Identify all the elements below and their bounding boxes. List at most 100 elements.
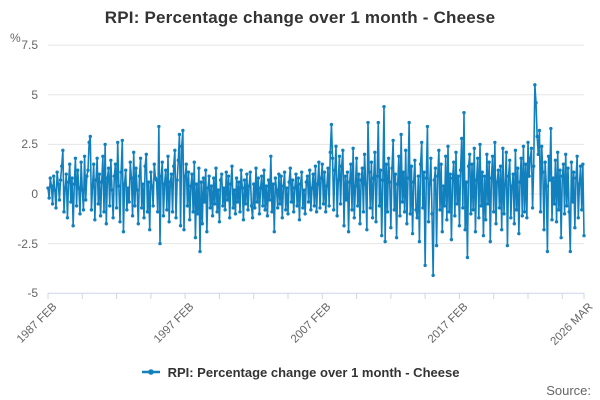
data-point-marker (137, 174, 142, 178)
data-point-marker (553, 158, 558, 162)
data-point-marker (165, 208, 169, 212)
data-point-marker (141, 182, 145, 186)
data-point-marker (184, 162, 188, 166)
data-point-marker (519, 156, 523, 160)
data-point-marker (450, 176, 455, 180)
data-point-marker (340, 164, 344, 168)
data-point-marker (564, 152, 568, 157)
data-point-marker (402, 210, 407, 214)
data-point-marker (158, 241, 162, 246)
data-point-marker (111, 216, 115, 220)
data-point-marker (385, 210, 390, 214)
data-point-marker (492, 210, 496, 214)
data-point-marker (501, 146, 505, 151)
data-point-marker (56, 182, 60, 186)
data-point-marker (471, 208, 475, 212)
data-point-marker (470, 162, 474, 166)
data-point-marker (400, 200, 404, 204)
data-point-marker (117, 184, 121, 188)
data-point-marker (145, 210, 150, 214)
data-point-marker (424, 176, 428, 180)
data-point-marker (398, 214, 402, 218)
data-point-marker (334, 144, 338, 149)
data-point-marker (306, 200, 311, 204)
data-point-marker (156, 210, 160, 214)
data-point-marker (559, 235, 563, 240)
data-point-marker (98, 214, 103, 218)
data-point-marker (89, 208, 94, 212)
data-point-marker (570, 200, 575, 204)
data-point-marker (149, 170, 153, 174)
data-point-marker (241, 218, 246, 222)
data-point-marker (86, 168, 90, 172)
data-point-marker (552, 202, 556, 206)
data-point-marker (101, 154, 105, 158)
data-point-marker (508, 158, 512, 162)
data-point-marker (362, 152, 367, 157)
data-point-marker (302, 188, 306, 192)
data-point-marker (392, 208, 396, 212)
data-point-marker (487, 160, 491, 164)
data-point-marker (380, 233, 384, 238)
data-point-marker (277, 172, 281, 176)
data-point-marker (382, 105, 386, 109)
data-point-marker (468, 152, 472, 157)
y-axis-label: 5 (31, 87, 38, 102)
data-point-marker (447, 210, 451, 214)
data-point-marker (524, 162, 528, 166)
data-point-marker (378, 168, 383, 172)
legend-item[interactable]: RPI: Percentage change over 1 month - Ch… (0, 362, 600, 382)
data-point-marker (425, 124, 430, 129)
data-point-marker (308, 168, 312, 172)
data-point-marker (74, 204, 79, 208)
data-point-marker (248, 170, 252, 174)
data-point-marker (370, 216, 375, 220)
data-point-marker (580, 208, 584, 212)
data-point-marker (273, 176, 278, 180)
data-point-marker (448, 172, 452, 176)
data-point-marker (566, 166, 570, 170)
data-point-marker (458, 168, 463, 172)
data-point-marker (81, 208, 86, 212)
data-point-marker (572, 170, 576, 174)
data-point-marker (418, 162, 423, 166)
data-point-marker (436, 174, 440, 178)
data-point-marker (405, 222, 409, 226)
data-point-marker (365, 228, 369, 232)
data-point-marker (169, 172, 174, 176)
data-point-marker (506, 174, 511, 178)
data-point-marker (557, 208, 561, 212)
data-point-marker (513, 148, 518, 153)
data-point-marker (207, 174, 211, 178)
data-point-marker (84, 198, 88, 202)
data-point-marker (170, 210, 175, 214)
data-point-marker (558, 168, 562, 172)
data-point-marker (240, 186, 244, 190)
data-point-marker (162, 182, 167, 186)
data-point-marker (226, 174, 231, 178)
data-point-marker (132, 150, 136, 155)
data-point-marker (76, 168, 80, 172)
data-point-marker (200, 222, 204, 226)
data-point-marker (533, 83, 537, 87)
data-point-marker (517, 231, 521, 236)
data-point-marker (294, 172, 298, 176)
data-point-marker (181, 128, 185, 133)
data-point-marker (214, 166, 218, 170)
data-point-marker (432, 178, 436, 182)
y-axis-label: -5 (27, 286, 38, 301)
data-point-marker (197, 166, 201, 170)
data-point-marker (270, 210, 274, 214)
data-point-marker (374, 220, 378, 224)
data-point-marker (353, 184, 358, 188)
data-point-marker (46, 186, 50, 190)
data-point-marker (393, 172, 398, 176)
data-point-marker (327, 204, 331, 208)
data-point-marker (182, 228, 186, 232)
data-point-marker (449, 237, 454, 242)
data-point-marker (381, 178, 385, 182)
data-point-marker (244, 202, 248, 206)
data-point-marker (494, 222, 498, 226)
data-point-marker (274, 188, 279, 192)
data-point-marker (433, 166, 438, 170)
